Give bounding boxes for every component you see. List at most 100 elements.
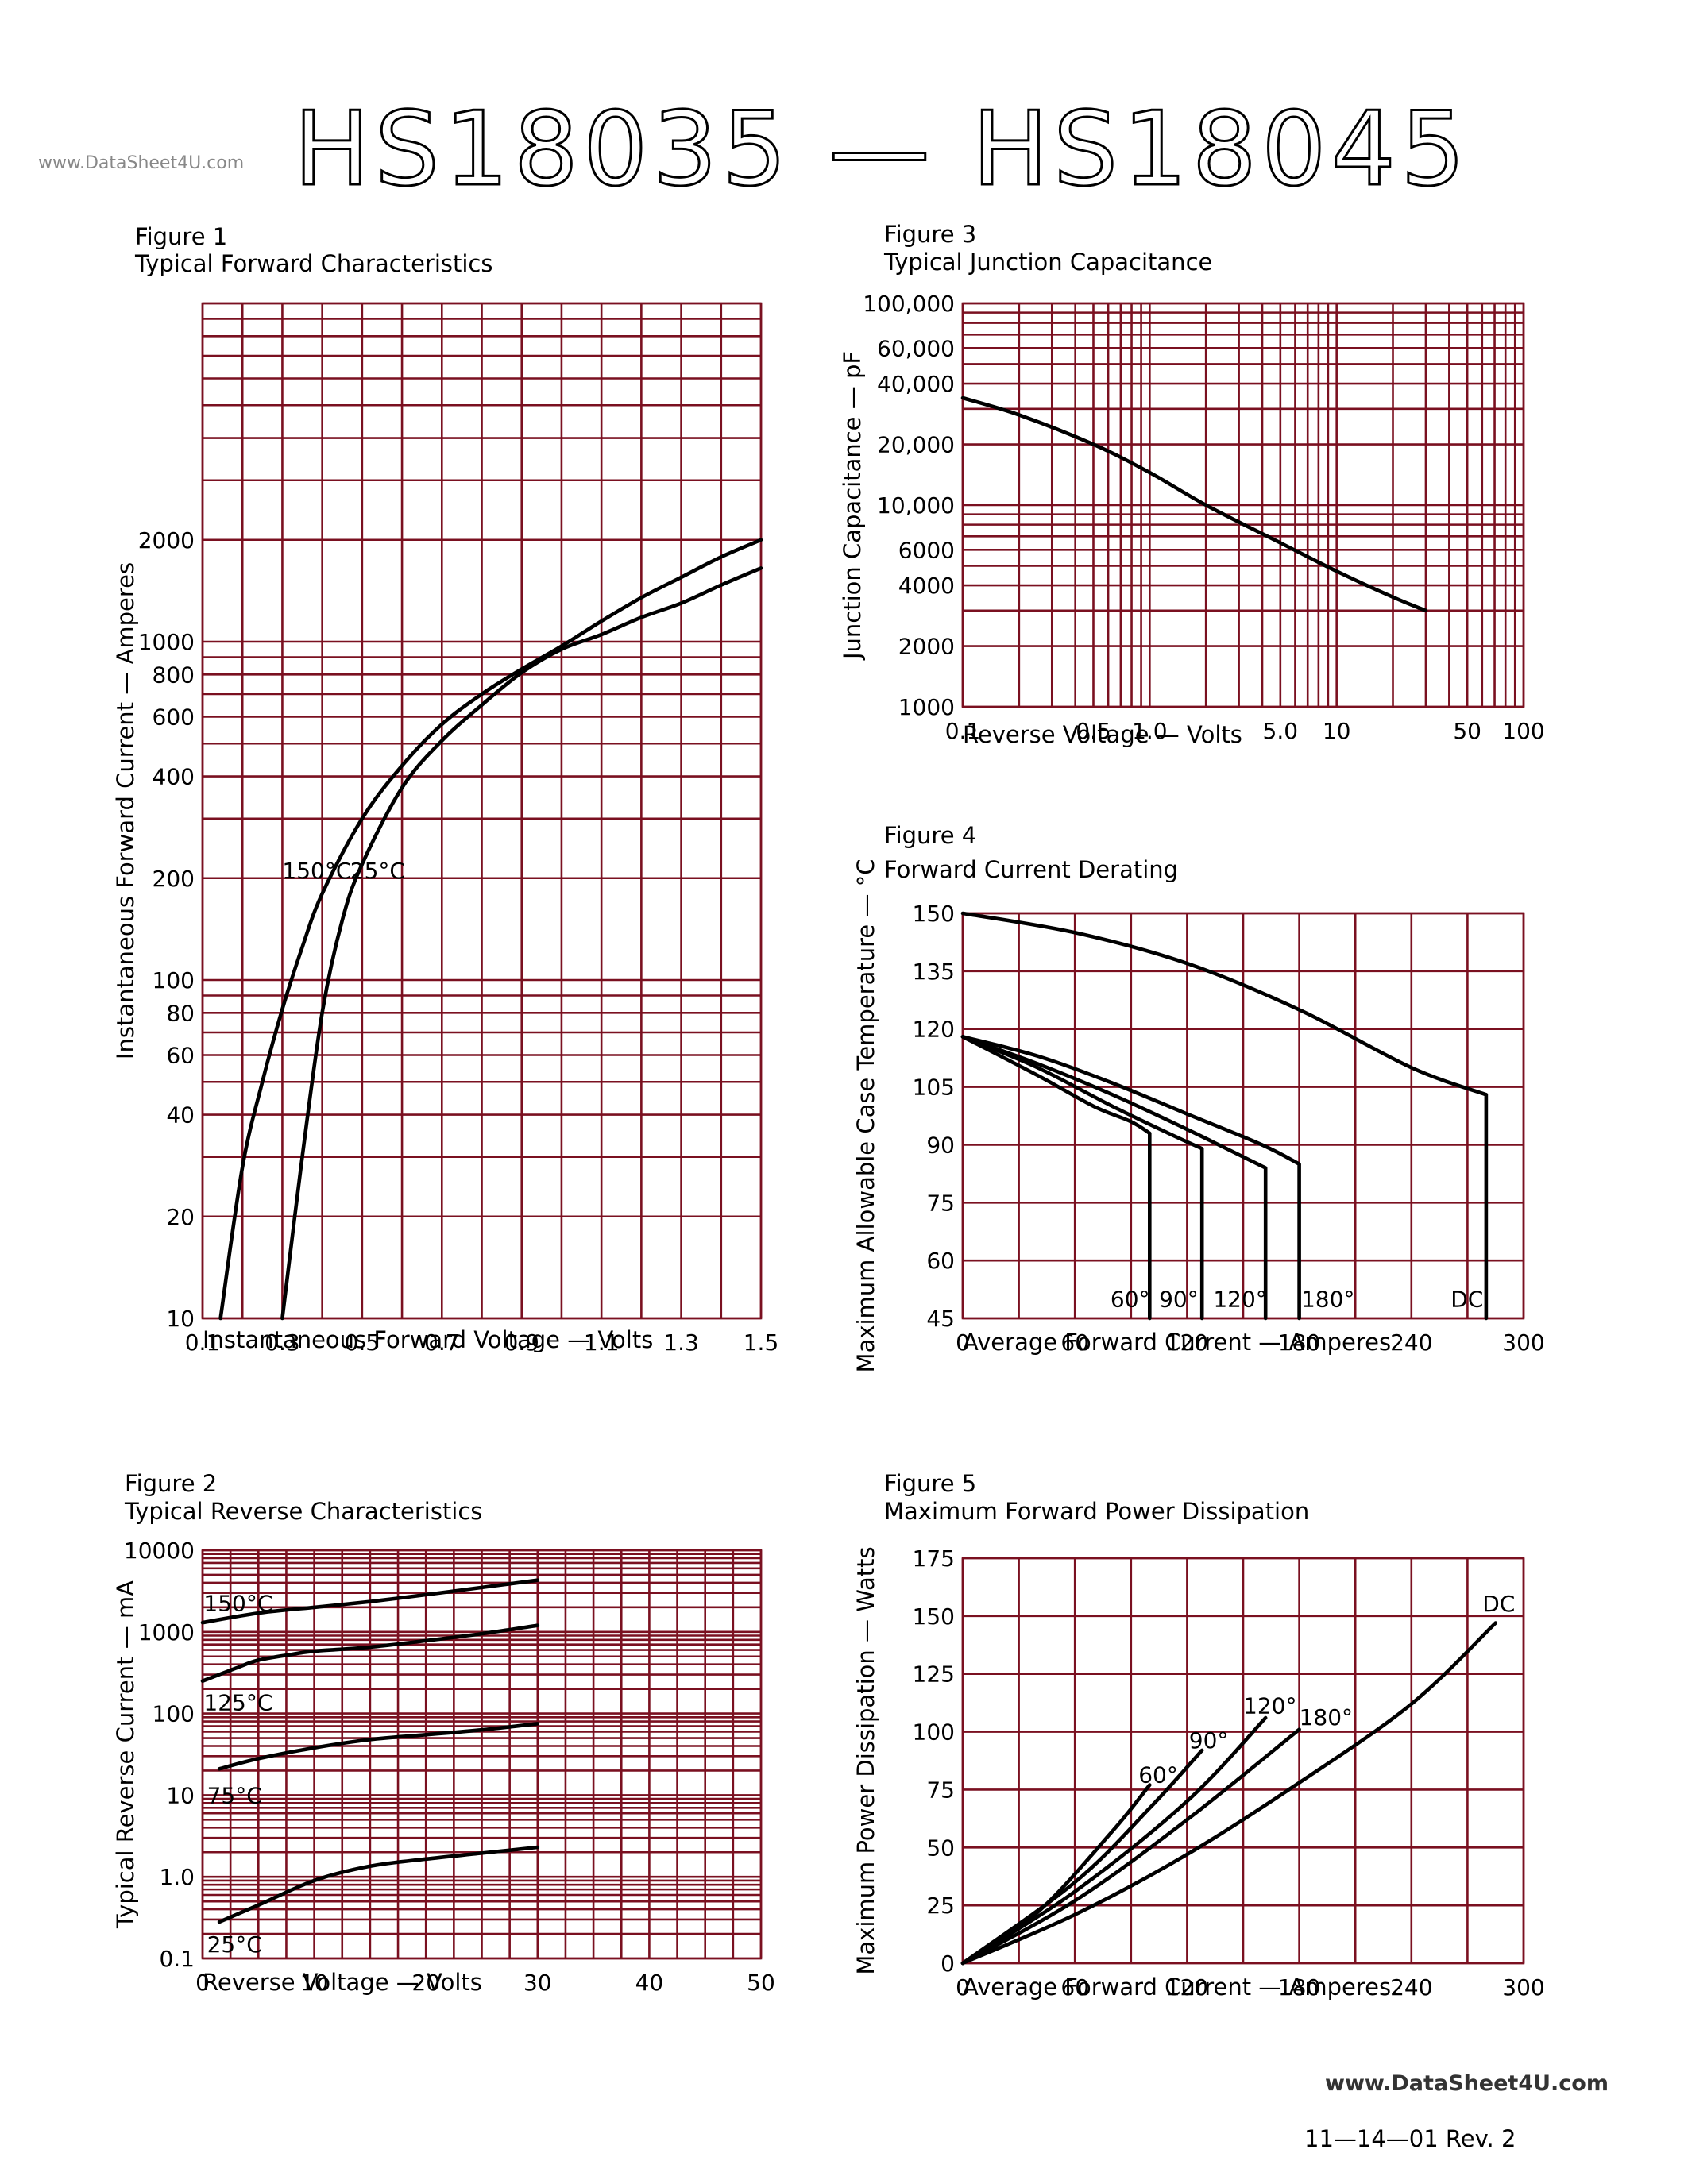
fig2-series-2-line bbox=[200, 1623, 540, 1683]
fig5-series-label: 90° bbox=[1189, 1727, 1229, 1754]
y-tick-label: 6000 bbox=[898, 537, 955, 563]
y-tick-label: 1.0 bbox=[159, 1864, 195, 1890]
x-tick-label: 300 bbox=[1502, 1329, 1544, 1356]
x-tick-label: 180 bbox=[1278, 1974, 1320, 2001]
fig5-plot-frame bbox=[961, 1557, 1525, 1965]
x-tick-label: 0 bbox=[195, 1970, 210, 1996]
x-tick-label: 50 bbox=[1453, 718, 1481, 744]
x-tick-label: 240 bbox=[1390, 1974, 1432, 2001]
fig5-series-2-line bbox=[960, 1727, 1301, 1966]
fig5-series-3-line bbox=[960, 1715, 1268, 1966]
x-tick-label: 1.3 bbox=[663, 1329, 699, 1356]
x-tick-label: 100 bbox=[1502, 718, 1544, 744]
x-tick-label: 0.5 bbox=[1076, 718, 1111, 744]
fig2-series-4-line bbox=[217, 1845, 540, 1924]
fig2-series-1-line bbox=[200, 1578, 540, 1625]
fig2-series-label: 150°C bbox=[203, 1591, 272, 1617]
fig5-series-1-line bbox=[960, 1621, 1497, 1966]
x-tick-label: 0.1 bbox=[185, 1329, 221, 1356]
fig5-series-5-line bbox=[960, 1783, 1152, 1966]
y-tick-label: 4000 bbox=[898, 573, 955, 599]
fig5-series-4-line bbox=[960, 1748, 1204, 1966]
charts-container: 0.1 0.3 0.5 0.7 0.9 1.1 1.3 1.51020406080100200… bbox=[112, 221, 1545, 2001]
x-tick-label: 0.5 bbox=[345, 1329, 380, 1356]
x-tick-label: 5.0 bbox=[1263, 718, 1299, 744]
y-tick-label: 100,000 bbox=[863, 291, 955, 317]
fig5-chart: 0 60 120 180 240 300 0 25 50 75 100 125 150 175 Figure… bbox=[852, 1470, 1545, 2001]
x-tick-label: 0 bbox=[956, 1974, 970, 2001]
fig4-series-4-line bbox=[960, 1035, 1204, 1321]
fig3-figure-label: Figure 3 bbox=[884, 221, 976, 248]
x-tick-label: 1.0 bbox=[1132, 718, 1168, 744]
fig2-series-3-line bbox=[217, 1722, 540, 1771]
x-tick-label: 40 bbox=[635, 1970, 664, 1996]
fig4-series-label: 60° bbox=[1111, 1286, 1150, 1312]
x-tick-label: 10 bbox=[1323, 718, 1351, 744]
fig1-series-1-line bbox=[218, 538, 763, 1321]
fig3-grid bbox=[961, 302, 1525, 708]
fig1-title: Typical Forward Characteristics bbox=[134, 250, 492, 277]
fig1-series-label: 150°C bbox=[282, 858, 351, 884]
fig1-plot-frame bbox=[201, 302, 763, 1320]
y-tick-label: 200 bbox=[153, 866, 195, 892]
x-tick-label: 0.7 bbox=[424, 1329, 460, 1356]
x-tick-label: 60 bbox=[1060, 1974, 1089, 2001]
y-tick-label: 2000 bbox=[898, 634, 955, 660]
watermark-top: www.DataSheet4U.com bbox=[38, 153, 244, 173]
fig3-chart: 0.1 0.5 1.0 5.0 10 50 100 1000 2000 4000 6000 10,00… bbox=[839, 221, 1545, 748]
fig1-x-axis-title: Instantaneous Forward Voltage — Volts bbox=[203, 1326, 653, 1353]
y-tick-label: 100 bbox=[913, 1719, 955, 1746]
fig1-grid bbox=[201, 302, 763, 1320]
y-tick-label: 1000 bbox=[138, 1619, 195, 1646]
fig5-series-label: 120° bbox=[1243, 1692, 1296, 1719]
y-tick-label: 100 bbox=[153, 967, 195, 994]
y-tick-label: 40,000 bbox=[877, 371, 955, 397]
y-tick-label: 10 bbox=[166, 1306, 195, 1332]
fig1-chart: 0.1 0.3 0.5 0.7 0.9 1.1 1.3 1.5 10 20 40 60 80 100 200… bbox=[112, 223, 778, 1356]
fig5-figure-label: Figure 5 bbox=[884, 1470, 976, 1497]
fig4-x-axis-title: Average Forward Current — Amperes bbox=[963, 1329, 1391, 1356]
fig2-y-axis-title: Typical Reverse Current — mA bbox=[112, 1580, 139, 1929]
y-tick-label: 10,000 bbox=[877, 492, 955, 519]
fig3-plot-frame bbox=[961, 302, 1525, 708]
y-tick-label: 10000 bbox=[124, 1538, 195, 1564]
fig2-plot-frame bbox=[201, 1549, 763, 1960]
x-tick-label: 10 bbox=[300, 1970, 329, 1996]
y-tick-label: 60 bbox=[926, 1248, 955, 1274]
x-tick-label: 50 bbox=[747, 1970, 775, 1996]
y-tick-label: 100 bbox=[153, 1701, 195, 1727]
page-title: HS18035 — HS18045 bbox=[294, 91, 1470, 209]
x-tick-label: 300 bbox=[1502, 1974, 1544, 2001]
y-tick-label: 40 bbox=[166, 1102, 195, 1129]
y-tick-label: 60 bbox=[166, 1043, 195, 1069]
fig4-chart: 0 60 120 180 240 300 45 60 75 90 105 120 135 150 Figur… bbox=[852, 822, 1545, 1372]
x-tick-label: 240 bbox=[1390, 1329, 1432, 1356]
fig4-grid bbox=[961, 912, 1525, 1320]
fig5-title: Maximum Forward Power Dissipation bbox=[884, 1498, 1309, 1525]
y-tick-label: 20,000 bbox=[877, 432, 955, 458]
y-tick-label: 125 bbox=[913, 1661, 955, 1688]
fig3-y-axis-title: Junction Capacitance — pF bbox=[839, 351, 866, 661]
fig1-series-2-line bbox=[280, 566, 763, 1321]
y-tick-label: 800 bbox=[153, 662, 195, 688]
fig2-grid bbox=[201, 1549, 763, 1960]
y-tick-label: 60,000 bbox=[877, 335, 955, 361]
fig3-title: Typical Junction Capacitance bbox=[883, 249, 1212, 276]
y-tick-label: 120 bbox=[913, 1017, 955, 1043]
y-tick-label: 25 bbox=[926, 1893, 955, 1919]
y-tick-label: 80 bbox=[166, 1000, 195, 1026]
fig2-series-label: 75°C bbox=[207, 1782, 262, 1808]
y-tick-label: 600 bbox=[153, 704, 195, 731]
fig4-series-2-line bbox=[960, 1035, 1301, 1321]
fig5-series-label: 60° bbox=[1138, 1762, 1178, 1788]
watermark-bottom[interactable]: www.DataSheet4U.com bbox=[1325, 2071, 1609, 2096]
y-tick-label: 2000 bbox=[138, 527, 195, 554]
y-tick-label: 90 bbox=[926, 1132, 955, 1158]
fig2-figure-label: Figure 2 bbox=[125, 1470, 217, 1497]
y-tick-label: 0 bbox=[941, 1951, 955, 1977]
fig4-series-label: 90° bbox=[1159, 1286, 1199, 1312]
fig5-series-label: 180° bbox=[1300, 1704, 1353, 1731]
fig5-y-axis-title: Maximum Power Dissipation — Watts bbox=[852, 1546, 879, 1974]
